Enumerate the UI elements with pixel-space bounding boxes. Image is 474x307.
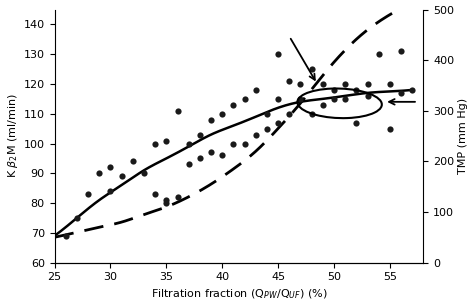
Point: [95, 171, 103, 176]
Point: [207, 150, 215, 155]
Point: [229, 102, 237, 107]
Point: [285, 111, 293, 116]
Point: [409, 87, 416, 92]
Point: [219, 153, 226, 158]
Point: [163, 198, 170, 203]
Point: [207, 117, 215, 122]
Point: [274, 52, 282, 57]
Point: [330, 96, 338, 101]
Point: [174, 195, 182, 200]
Point: [107, 189, 114, 194]
Point: [308, 67, 315, 72]
Point: [196, 156, 204, 161]
Point: [308, 111, 315, 116]
Point: [364, 82, 371, 87]
Point: [185, 162, 192, 167]
Point: [174, 108, 182, 113]
Point: [185, 141, 192, 146]
Point: [330, 87, 338, 92]
Point: [319, 102, 327, 107]
Point: [375, 52, 383, 57]
Point: [229, 141, 237, 146]
Point: [196, 132, 204, 137]
Point: [341, 82, 349, 87]
Point: [163, 138, 170, 143]
Point: [163, 200, 170, 205]
Y-axis label: TMP (mm Hg): TMP (mm Hg): [458, 98, 468, 174]
Point: [151, 192, 159, 196]
Point: [241, 141, 248, 146]
Point: [274, 120, 282, 125]
Point: [151, 141, 159, 146]
Point: [341, 96, 349, 101]
Point: [274, 96, 282, 101]
Point: [252, 132, 260, 137]
Point: [107, 165, 114, 170]
Point: [140, 171, 148, 176]
Point: [219, 111, 226, 116]
Point: [297, 82, 304, 87]
Point: [319, 82, 327, 87]
Point: [118, 174, 126, 179]
Point: [386, 126, 394, 131]
Point: [62, 233, 70, 238]
Point: [129, 159, 137, 164]
Point: [353, 87, 360, 92]
Point: [397, 91, 405, 95]
Y-axis label: K $\beta_2$M (ml/min): K $\beta_2$M (ml/min): [6, 94, 19, 178]
Point: [263, 126, 271, 131]
Point: [386, 82, 394, 87]
Point: [297, 96, 304, 101]
X-axis label: Filtration fraction (Q$_{PW}$/Q$_{UF}$) (%): Filtration fraction (Q$_{PW}$/Q$_{UF}$) …: [151, 288, 328, 301]
Point: [263, 111, 271, 116]
Point: [353, 120, 360, 125]
Point: [84, 192, 92, 196]
Point: [285, 79, 293, 84]
Point: [73, 216, 81, 220]
Point: [252, 87, 260, 92]
Point: [241, 96, 248, 101]
Point: [397, 49, 405, 54]
Point: [364, 93, 371, 98]
